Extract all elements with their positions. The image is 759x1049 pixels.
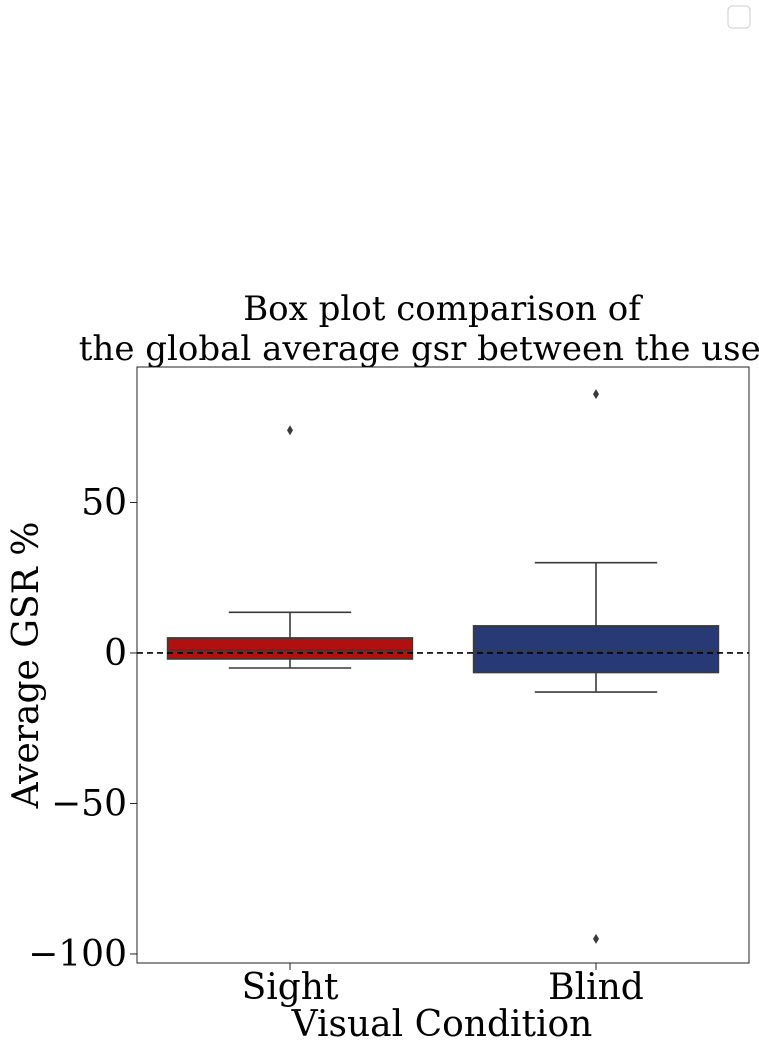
chart-title-line-2: the global average gsr between the users… — [79, 329, 759, 369]
y-axis-label: Average GSR % — [6, 522, 47, 810]
legend-box — [727, 5, 751, 29]
x-tick-label: Sight — [242, 967, 339, 1008]
y-tick-label: 0 — [104, 633, 127, 674]
x-tick-label: Blind — [548, 967, 644, 1008]
y-tick-label: 50 — [81, 482, 127, 523]
outlier-point-sight — [287, 425, 293, 436]
box-sight — [166, 637, 414, 660]
y-tick-label: −50 — [51, 783, 127, 824]
y-tick-label: −100 — [28, 934, 127, 975]
outlier-point-blind — [593, 933, 599, 944]
outlier-point-blind — [593, 389, 599, 400]
x-axis-label: Visual Condition — [291, 1004, 593, 1045]
chart-title-line-1: Box plot comparison of — [243, 289, 643, 329]
